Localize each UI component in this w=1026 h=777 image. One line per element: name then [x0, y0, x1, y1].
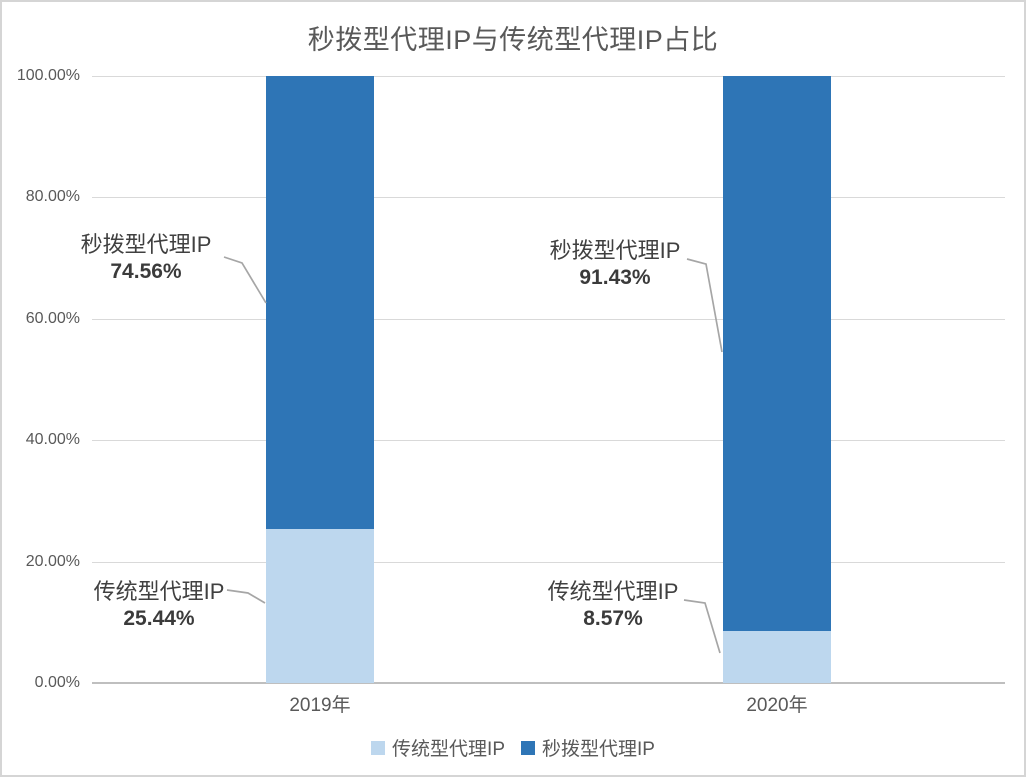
x-axis-category-label: 2019年: [289, 695, 351, 716]
gridline: [92, 440, 1005, 442]
callout-series-label: 传统型代理IP: [93, 579, 225, 604]
bar-segment: [266, 76, 374, 529]
legend-swatch-icon: [521, 740, 535, 755]
chart-legend: 传统型代理IP 秒拨型代理IP: [2, 734, 1024, 761]
gridline: [92, 197, 1005, 199]
chart-title: 秒拨型代理IP与传统型代理IP占比: [307, 25, 719, 55]
callout-series-label: 传统型代理IP: [547, 579, 679, 604]
x-axis-line: [92, 682, 1005, 684]
data-callout: 秒拨型代理IP 74.56%: [36, 231, 256, 286]
callout-value: 25.44%: [123, 607, 195, 630]
callout-series-label: 秒拨型代理IP: [549, 238, 681, 263]
legend-label: 秒拨型代理IP: [542, 739, 655, 760]
legend-label: 传统型代理IP: [392, 739, 505, 760]
y-tick-label: 100.00%: [16, 67, 80, 84]
legend-swatch-icon: [371, 740, 386, 755]
callout-value: 8.57%: [583, 607, 643, 630]
data-callout: 秒拨型代理IP 91.43%: [505, 237, 725, 292]
callout-value: 91.43%: [579, 266, 651, 289]
bar-segment: [266, 528, 374, 683]
gridline: [92, 76, 1005, 77]
y-tick-label: 20.00%: [25, 552, 80, 570]
y-tick-label: 60.00%: [25, 309, 80, 327]
y-tick-label: 0.00%: [34, 674, 80, 691]
callout-value: 74.56%: [110, 260, 182, 283]
data-callout: 传统型代理IP 8.57%: [503, 578, 723, 633]
gridline: [92, 561, 1005, 563]
bar-segment: [723, 630, 831, 683]
y-tick-label: 80.00%: [25, 188, 80, 206]
legend-item: 传统型代理IP: [371, 734, 505, 761]
data-callout: 传统型代理IP 25.44%: [49, 578, 269, 633]
y-tick-label: 40.00%: [25, 431, 80, 449]
gridline: [92, 318, 1005, 320]
x-axis-category-label: 2020年: [746, 695, 808, 716]
bar-segment: [723, 76, 831, 631]
callout-series-label: 秒拨型代理IP: [80, 232, 212, 257]
legend-item: 秒拨型代理IP: [521, 734, 655, 761]
